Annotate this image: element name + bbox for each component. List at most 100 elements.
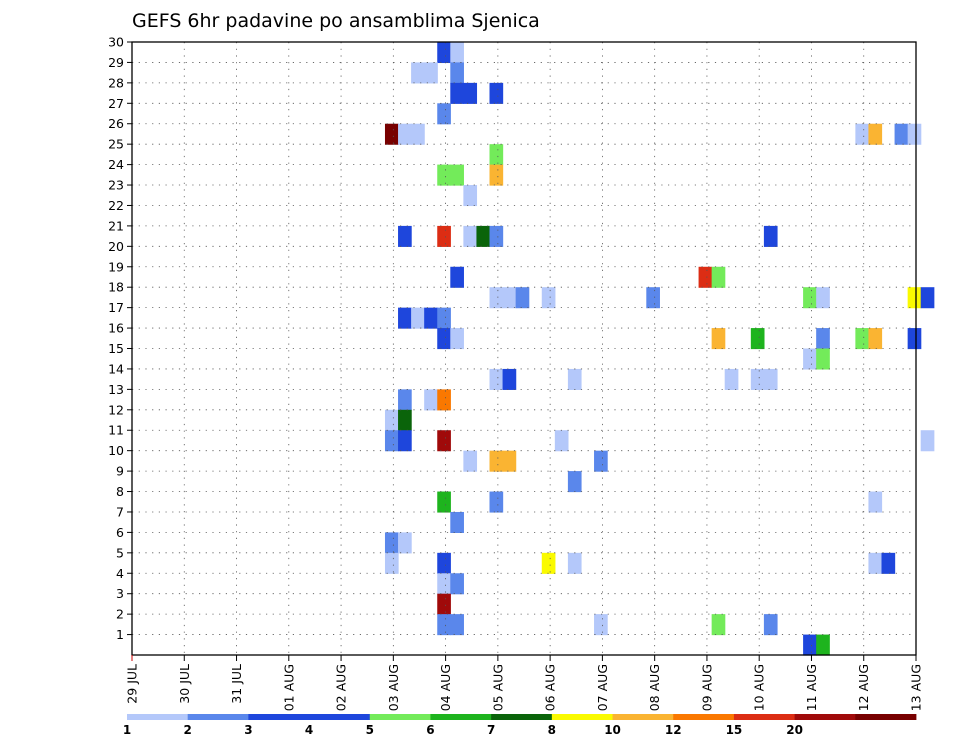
heatmap-cell: [489, 491, 504, 513]
colorbar-swatch: [369, 714, 431, 720]
heatmap-cell: [803, 348, 817, 370]
y-tick-label: 24: [108, 157, 124, 172]
y-tick-label: 26: [108, 116, 124, 131]
heatmap-cell: [463, 450, 478, 472]
heatmap-cell: [437, 42, 451, 64]
heatmap-cell: [907, 123, 922, 145]
plot-frame: [131, 41, 917, 656]
heatmap-cell: [384, 552, 399, 574]
y-tick-label: 9: [116, 464, 124, 479]
colorbar-swatch: [491, 714, 553, 720]
heatmap-cell: [763, 614, 778, 636]
heatmap-cell: [711, 614, 726, 636]
y-tick-label: 22: [108, 198, 124, 213]
heatmap-cell: [594, 450, 608, 472]
colorbar-label: 6: [426, 723, 434, 737]
heatmap-cell: [594, 614, 608, 636]
heatmap-cell: [398, 307, 412, 329]
y-tick-label: 28: [108, 75, 124, 90]
heatmap-cell: [868, 123, 883, 145]
heatmap-cell: [450, 328, 464, 350]
heatmap-cell: [437, 491, 451, 513]
heatmap-cell: [384, 409, 399, 431]
x-tick-label: 30 JUL: [177, 664, 192, 704]
heatmap-cell: [437, 328, 451, 350]
colorbar-swatch: [187, 714, 249, 720]
heatmap-cell: [907, 287, 922, 309]
x-tick-label: 29 JUL: [125, 664, 140, 704]
y-tick-label: 29: [108, 55, 124, 70]
colorbar-swatch: [673, 714, 735, 720]
y-tick-label: 13: [108, 382, 124, 397]
colorbar-label: 3: [244, 723, 252, 737]
heatmap-cell: [489, 82, 504, 104]
colorbar-label: 20: [786, 723, 803, 737]
heatmap-cell: [502, 287, 517, 309]
heatmap-cell: [476, 225, 491, 247]
colorbar-swatch: [248, 714, 310, 720]
x-tick-label: 09 AUG: [699, 664, 714, 711]
heatmap-cell: [437, 389, 451, 411]
heatmap-cell: [489, 164, 504, 186]
y-axis: 1234567891011121314151617181920212223242…: [108, 35, 132, 642]
heatmap-cell: [750, 328, 765, 350]
heatmap-cell: [541, 287, 556, 309]
heatmap-cell: [450, 573, 464, 595]
x-tick-label: 07 AUG: [595, 664, 610, 711]
heatmap-cell: [502, 368, 517, 390]
heatmap-cell: [489, 144, 504, 166]
heatmap-cell: [750, 368, 765, 390]
colorbar: 1 2 3 4 5 6 7 8 10 12 15 20: [123, 714, 917, 737]
heatmap-cell: [450, 614, 464, 636]
heatmap-cell: [567, 368, 582, 390]
x-tick-label: 13 AUG: [909, 664, 924, 711]
heatmap-cell: [450, 62, 464, 84]
heatmap-cell: [398, 389, 412, 411]
heatmap-cell: [698, 266, 713, 288]
colorbar-label: 12: [665, 723, 682, 737]
heatmap-cell: [437, 573, 451, 595]
y-tick-label: 7: [116, 504, 124, 519]
heatmap-cell: [384, 532, 399, 554]
heatmap-cell: [711, 328, 726, 350]
heatmap-cell: [816, 634, 830, 656]
heatmap-cell: [398, 430, 412, 452]
heatmap-cell: [567, 552, 582, 574]
y-tick-label: 2: [116, 607, 124, 622]
heatmap-cell: [437, 593, 451, 615]
heatmap-cell: [424, 307, 438, 329]
heatmap-cell: [855, 328, 870, 350]
y-tick-label: 23: [108, 178, 124, 193]
heatmap-cell: [711, 266, 726, 288]
cells-layer: [384, 42, 935, 656]
y-tick-label: 5: [116, 545, 124, 560]
x-tick-label: 04 AUG: [438, 664, 453, 711]
heatmap-cell: [907, 328, 922, 350]
y-tick-label: 21: [108, 218, 124, 233]
y-tick-label: 6: [116, 525, 124, 540]
heatmap-cell: [384, 123, 399, 145]
heatmap-cell: [816, 328, 830, 350]
colorbar-swatch: [794, 714, 856, 720]
heatmap-cell: [437, 307, 451, 329]
colorbar-swatch: [855, 714, 917, 720]
colorbar-label: 2: [184, 723, 192, 737]
y-tick-label: 30: [108, 35, 124, 50]
x-axis: 29 JUL 30 JUL 31 JUL 01 AUG 02 AUG 03 AUG 04 A…: [125, 655, 924, 711]
heatmap-cell: [437, 552, 451, 574]
y-tick-label: 25: [108, 137, 124, 152]
heatmap-cell: [384, 430, 399, 452]
heatmap-cell: [502, 450, 517, 472]
colorbar-swatch: [309, 714, 371, 720]
heatmap-cell: [763, 225, 778, 247]
y-tick-label: 19: [108, 259, 124, 274]
heatmap-cell: [411, 307, 425, 329]
heatmap-cell: [411, 62, 425, 84]
heatmap-cell: [437, 225, 451, 247]
y-tick-label: 14: [108, 361, 124, 376]
y-tick-label: 11: [108, 423, 124, 438]
heatmap-cell: [398, 123, 412, 145]
y-tick-label: 16: [108, 321, 124, 336]
heatmap-cell: [920, 287, 935, 309]
colorbar-label: 1: [123, 723, 131, 737]
